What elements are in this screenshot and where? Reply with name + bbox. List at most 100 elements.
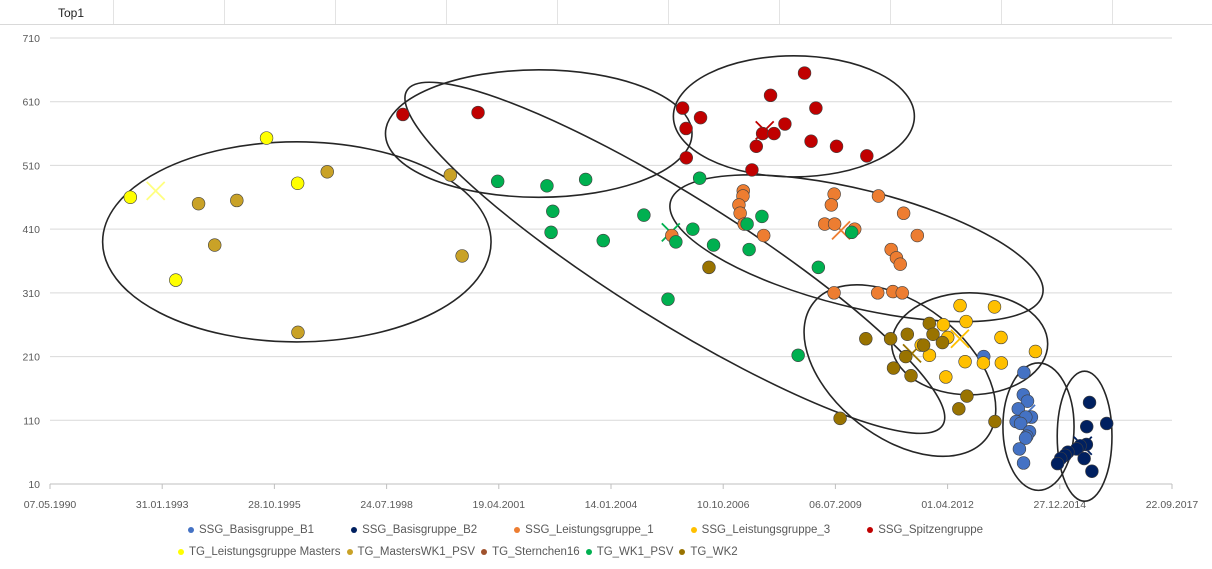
data-point [596, 233, 610, 248]
legend-label: SSG_Leistungsgruppe_3 [701, 524, 831, 536]
legend-label: TG_Sternchen16 [492, 546, 580, 558]
data-point [1085, 464, 1099, 478]
cluster-ellipse [384, 69, 693, 199]
data-point [844, 225, 859, 240]
x-tick-label: 22.09.2017 [1146, 499, 1199, 511]
data-point [1080, 419, 1094, 434]
legend-marker-icon [346, 549, 353, 555]
data-point [976, 356, 991, 370]
legend-item: SSG_Basisgruppe_B2 [351, 524, 477, 536]
centroid-marker [950, 329, 970, 349]
legend-item: TG_Leistungsgruppe Masters [178, 546, 341, 558]
cluster-ellipse [1002, 362, 1075, 492]
data-point [259, 131, 274, 145]
data-point [926, 327, 940, 341]
column-divider [1001, 0, 1002, 24]
legend-item: TG_Sternchen16 [481, 546, 580, 558]
legend-marker-icon [585, 549, 592, 555]
legend-marker-icon [867, 527, 874, 533]
data-point [455, 249, 469, 263]
data-point [960, 389, 974, 403]
data-point [883, 332, 898, 346]
centroid-marker [146, 181, 166, 201]
data-point [490, 174, 505, 189]
data-point [859, 332, 873, 346]
data-point [396, 107, 410, 122]
data-point [870, 286, 885, 300]
chart-legend: SSG_Basisgruppe_B1 SSG_Basisgruppe_B2 SSG_… [150, 519, 1150, 563]
data-point [230, 193, 244, 208]
column-divider [224, 0, 225, 24]
data-point [904, 368, 918, 383]
data-point [987, 300, 1002, 314]
legend-item: SSG_Leistungsgruppe_1 [514, 524, 654, 536]
legend-label: TG_WK2 [690, 546, 738, 558]
legend-row: SSG_Basisgruppe_B1 SSG_Basisgruppe_B2 SSG_… [150, 519, 1150, 541]
legend-marker-icon [514, 527, 521, 533]
data-point [471, 105, 485, 120]
x-tick-label: 06.07.2009 [809, 499, 862, 511]
data-point [1012, 442, 1027, 456]
legend-marker-icon [351, 527, 358, 533]
cluster-ellipse [669, 174, 1044, 323]
data-points [123, 66, 1114, 478]
data-point [899, 349, 913, 364]
cluster-ellipse [672, 55, 916, 178]
data-point [544, 225, 558, 240]
data-point [791, 348, 805, 362]
data-point [1018, 431, 1033, 445]
data-point [797, 66, 812, 80]
data-point [290, 176, 305, 190]
x-tick-label: 27.12.2014 [1034, 499, 1087, 511]
data-point [1013, 416, 1028, 431]
data-point [988, 414, 1002, 429]
legend-marker-icon [188, 527, 194, 533]
data-point [900, 327, 915, 341]
legend-item: SSG_Leistungsgruppe_3 [690, 524, 831, 536]
data-point [191, 196, 206, 211]
data-point [745, 163, 759, 177]
data-point [763, 88, 778, 103]
cluster-ellipse [404, 81, 946, 435]
data-point [578, 172, 593, 187]
legend-row: TG_Leistungsgruppe Masters TG_MastersWK1_… [150, 541, 1150, 563]
legend-label: TG_MastersWK1_PSV [357, 546, 476, 558]
data-point [755, 209, 769, 224]
data-point [675, 101, 690, 115]
data-point [952, 402, 966, 416]
data-point [809, 101, 823, 115]
x-tick-label: 31.01.1993 [136, 499, 189, 511]
data-point [953, 298, 967, 313]
data-point [1016, 456, 1031, 470]
data-point [320, 165, 334, 179]
data-point [637, 208, 651, 222]
data-point [1017, 365, 1031, 380]
data-point [893, 257, 907, 271]
data-point [686, 222, 700, 236]
legend-item: TG_MastersWK1_PSV [346, 546, 476, 558]
data-point [123, 190, 138, 204]
data-point [169, 273, 183, 287]
data-point [291, 325, 305, 340]
data-point [824, 198, 839, 212]
data-point [939, 370, 953, 384]
data-point [860, 149, 874, 163]
column-divider [668, 0, 669, 24]
data-point [1028, 344, 1043, 359]
data-point [804, 134, 818, 148]
y-tick-label: 610 [22, 97, 40, 109]
y-tick-label: 710 [22, 33, 40, 45]
column-divider [890, 0, 891, 24]
data-point [702, 260, 716, 275]
data-point [827, 286, 841, 300]
x-tick-label: 24.07.1998 [360, 499, 413, 511]
data-point [886, 361, 901, 375]
cluster-ellipse [1056, 370, 1113, 503]
data-point [896, 206, 911, 220]
x-tick-label: 01.04.2012 [921, 499, 974, 511]
x-tick-label: 14.01.2004 [585, 499, 638, 511]
data-point [742, 242, 756, 257]
data-point [740, 217, 754, 231]
legend-item: SSG_Spitzengruppe [867, 524, 983, 536]
